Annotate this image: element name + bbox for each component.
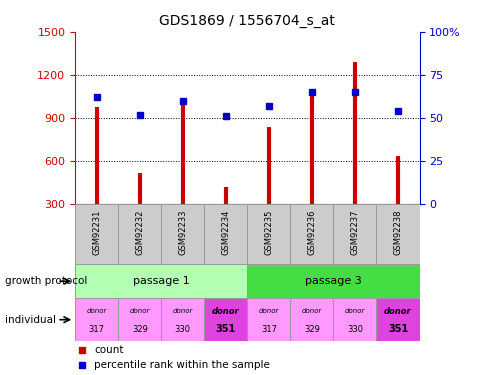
- Bar: [333, 204, 376, 264]
- Text: donor: donor: [383, 307, 411, 316]
- Text: GSM92233: GSM92233: [178, 209, 187, 255]
- Bar: [290, 298, 333, 341]
- Bar: [376, 204, 419, 264]
- Text: 330: 330: [346, 325, 362, 334]
- Text: donor: donor: [344, 308, 364, 314]
- Text: GSM92235: GSM92235: [264, 209, 273, 255]
- Text: GSM92231: GSM92231: [92, 209, 101, 255]
- Bar: [290, 204, 333, 264]
- Text: GSM92234: GSM92234: [221, 209, 230, 255]
- Text: donor: donor: [212, 307, 239, 316]
- Bar: [247, 204, 290, 264]
- Text: individual: individual: [5, 315, 56, 325]
- Text: 317: 317: [89, 325, 105, 334]
- Text: 317: 317: [260, 325, 276, 334]
- Text: GSM92238: GSM92238: [393, 209, 402, 255]
- Text: donor: donor: [301, 308, 321, 314]
- Bar: [75, 264, 247, 298]
- Text: passage 3: passage 3: [304, 276, 361, 286]
- Text: donor: donor: [172, 308, 193, 314]
- Text: GSM92236: GSM92236: [307, 209, 316, 255]
- Bar: [161, 204, 204, 264]
- Text: 351: 351: [387, 324, 408, 334]
- Text: donor: donor: [129, 308, 150, 314]
- Text: count: count: [94, 345, 123, 355]
- Text: percentile rank within the sample: percentile rank within the sample: [94, 360, 270, 370]
- Text: donor: donor: [86, 308, 106, 314]
- Bar: [204, 204, 247, 264]
- Text: GSM92237: GSM92237: [350, 209, 359, 255]
- Bar: [118, 204, 161, 264]
- Text: 329: 329: [132, 325, 147, 334]
- Text: donor: donor: [258, 308, 278, 314]
- Text: 351: 351: [215, 324, 236, 334]
- Bar: [75, 204, 118, 264]
- Bar: [333, 298, 376, 341]
- Bar: [376, 298, 419, 341]
- Text: passage 1: passage 1: [133, 276, 189, 286]
- Text: growth protocol: growth protocol: [5, 276, 87, 286]
- Text: GSM92232: GSM92232: [135, 209, 144, 255]
- Text: 329: 329: [303, 325, 319, 334]
- Bar: [247, 298, 290, 341]
- Bar: [75, 298, 118, 341]
- Bar: [204, 298, 247, 341]
- Bar: [118, 298, 161, 341]
- Text: 330: 330: [174, 325, 190, 334]
- Title: GDS1869 / 1556704_s_at: GDS1869 / 1556704_s_at: [159, 14, 334, 28]
- Bar: [161, 298, 204, 341]
- Bar: [247, 264, 419, 298]
